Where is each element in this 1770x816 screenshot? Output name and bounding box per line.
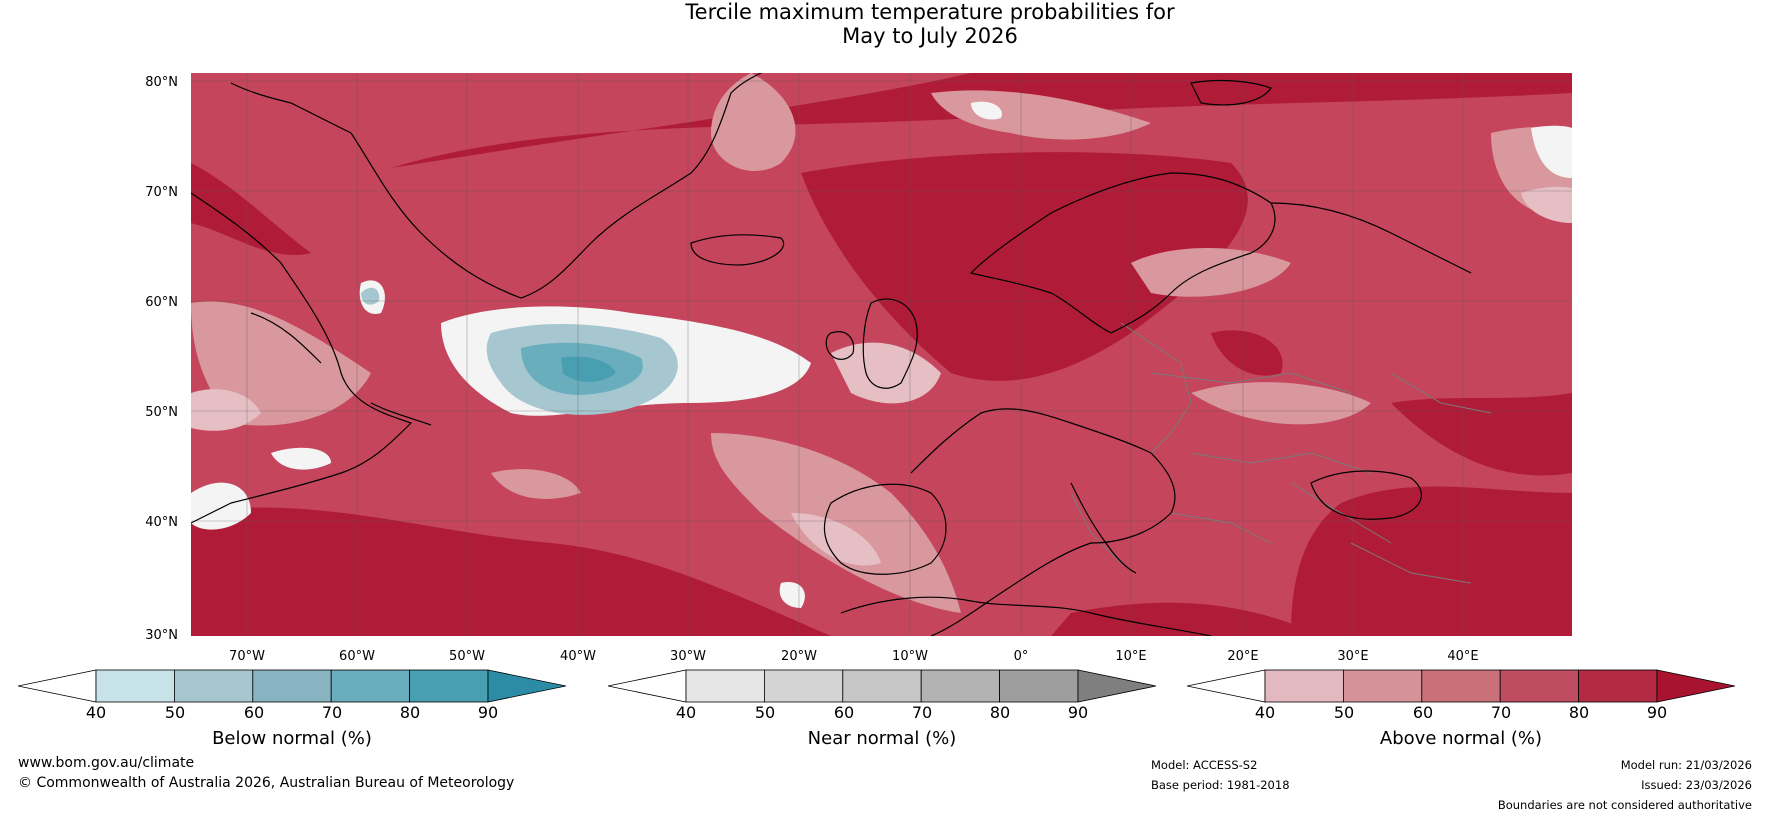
above-colorbar-segment [1499, 669, 1580, 703]
colorbar-near-label: Near normal (%) [807, 728, 957, 749]
near-colorbar-segment [999, 669, 1079, 703]
footer-base-period: Base period: 1981-2018 [1151, 778, 1290, 792]
above-colorbar-segment [1264, 669, 1344, 703]
lon-label-40w: 40°W [560, 649, 596, 664]
near-colorbar-segment [763, 669, 844, 703]
cb-near-tick-70: 70 [911, 703, 933, 722]
below-normal-regions [361, 287, 678, 415]
above-60-regions [191, 73, 1572, 613]
lon-label-10e: 10°E [1115, 649, 1147, 664]
cb-near-tick-80: 80 [989, 703, 1011, 722]
map-svg [191, 73, 1572, 636]
lat-label-30n: 30°N [145, 628, 178, 643]
lat-label-50n: 50°N [145, 405, 178, 420]
lon-label-30e: 30°E [1337, 649, 1369, 664]
colorbar-above-label: Above normal (%) [1379, 728, 1543, 749]
colorbar-below-normal: 40 50 60 70 80 90 [18, 668, 566, 722]
lat-label-70n: 70°N [145, 185, 178, 200]
cb-above-tick-80: 80 [1568, 703, 1590, 722]
cb-near-tick-90: 90 [1067, 703, 1089, 722]
title-line-1: Tercile maximum temperature probabilitie… [685, 0, 1175, 24]
cb-near-tick-40: 40 [675, 703, 697, 722]
above-colorbar-low-extend [1187, 669, 1266, 703]
colorbar-above-normal: 40 50 60 70 80 90 [1187, 668, 1735, 722]
cb-near-tick-60: 60 [833, 703, 855, 722]
cb-below-tick-60: 60 [243, 703, 265, 722]
above-colorbar-segment [1421, 669, 1501, 703]
near-colorbar-high-extend [1077, 669, 1156, 703]
cb-below-tick-40: 40 [85, 703, 107, 722]
cb-above-tick-60: 60 [1412, 703, 1434, 722]
cb-below-tick-90: 90 [477, 703, 499, 722]
lon-label-30w: 30°W [670, 649, 706, 664]
probability-map [191, 73, 1572, 636]
footer-issued: Issued: 23/03/2026 [1641, 778, 1752, 792]
lon-label-40e: 40°E [1447, 649, 1479, 664]
cb-above-tick-90: 90 [1646, 703, 1668, 722]
below-colorbar-segment [409, 669, 489, 703]
lat-label-80n: 80°N [145, 75, 178, 90]
title-line-2: May to July 2026 [842, 24, 1018, 48]
cb-below-tick-50: 50 [164, 703, 186, 722]
footer-copyright: © Commonwealth of Australia 2026, Austra… [18, 775, 515, 791]
colorbar-below-label: Below normal (%) [212, 728, 372, 749]
near-colorbar-segment [920, 669, 1001, 703]
near-colorbar-low-extend [608, 669, 687, 703]
cb-above-tick-50: 50 [1333, 703, 1355, 722]
colorbar-near-svg [608, 669, 1156, 703]
cb-above-tick-70: 70 [1490, 703, 1512, 722]
graticule [191, 73, 1572, 636]
cb-below-tick-70: 70 [321, 703, 343, 722]
colorbar-above-svg [1187, 669, 1735, 703]
lon-label-60w: 60°W [339, 649, 375, 664]
footer-model-run: Model run: 21/03/2026 [1620, 758, 1752, 772]
near-colorbar-segment [685, 669, 765, 703]
below-colorbar-high-extend [487, 669, 566, 703]
cb-near-tick-50: 50 [754, 703, 776, 722]
above-colorbar-segment [1578, 669, 1658, 703]
footer-website: www.bom.gov.au/climate [18, 755, 195, 771]
cb-above-tick-40: 40 [1254, 703, 1276, 722]
near-colorbar-segment [842, 669, 922, 703]
above-colorbar-segment [1342, 669, 1423, 703]
lon-label-20w: 20°W [781, 649, 817, 664]
lon-label-0: 0° [1013, 649, 1029, 664]
above-40-regions [191, 186, 1572, 566]
above-90-regions [191, 73, 1572, 636]
colorbar-near-normal: 40 50 60 70 80 90 [608, 668, 1156, 722]
cb-below-tick-80: 80 [399, 703, 421, 722]
footer-disclaimer: Boundaries are not considered authoritat… [1497, 798, 1752, 812]
coastlines [191, 73, 1472, 636]
below-colorbar-segment [330, 669, 411, 703]
lon-label-70w: 70°W [229, 649, 265, 664]
country-borders [1070, 322, 1492, 584]
lon-label-10w: 10°W [892, 649, 928, 664]
colorbar-below-svg [18, 669, 566, 703]
lon-label-50w: 50°W [449, 649, 485, 664]
below-colorbar-low-extend [18, 669, 97, 703]
below-colorbar-segment [173, 669, 254, 703]
lon-label-20e: 20°E [1227, 649, 1259, 664]
below-colorbar-segment [252, 669, 332, 703]
above-colorbar-high-extend [1656, 669, 1735, 703]
footer-model: Model: ACCESS-S2 [1151, 758, 1258, 772]
chart-title: Tercile maximum temperature probabilitie… [0, 0, 1770, 48]
below-colorbar-segment [95, 669, 175, 703]
lat-label-60n: 60°N [145, 295, 178, 310]
lat-label-40n: 40°N [145, 515, 178, 530]
